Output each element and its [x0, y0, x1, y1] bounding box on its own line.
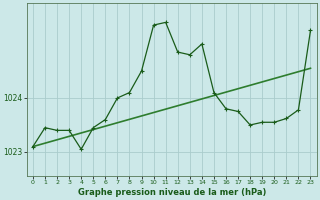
X-axis label: Graphe pression niveau de la mer (hPa): Graphe pression niveau de la mer (hPa)	[77, 188, 266, 197]
